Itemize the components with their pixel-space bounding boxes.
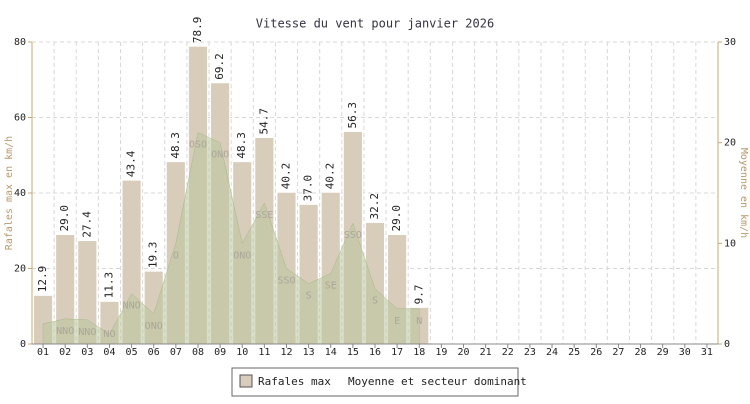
value-label: 27.4 <box>80 211 93 238</box>
sector-label: NO <box>103 329 115 340</box>
legend-box <box>231 367 519 397</box>
value-label: 54.7 <box>257 108 270 135</box>
value-label: 40.2 <box>324 163 337 190</box>
x-tick-label: 31 <box>701 347 713 358</box>
value-label: 37.0 <box>302 175 315 202</box>
sector-label: SSO <box>344 230 362 241</box>
y2-axis-title: Moyenne en km/h <box>738 148 749 238</box>
y2-tick-label: 10 <box>724 238 736 249</box>
x-tick-label: 15 <box>347 347 359 358</box>
sector-label: O <box>173 250 179 261</box>
y-tick-label: 80 <box>14 37 26 48</box>
value-label: 19.3 <box>147 242 160 269</box>
y-tick-label: 60 <box>14 113 26 124</box>
value-label: 9.7 <box>412 285 425 305</box>
x-tick-label: 06 <box>148 347 160 358</box>
x-tick-label: 13 <box>303 347 315 358</box>
y-axis-title: Rafales max en km/h <box>4 136 15 250</box>
x-tick-label: 25 <box>568 347 580 358</box>
x-tick-label: 04 <box>103 347 115 358</box>
value-label: 29.0 <box>390 205 403 232</box>
x-tick-label: 11 <box>258 347 270 358</box>
legend-swatch <box>239 374 253 388</box>
y-tick-label: 20 <box>14 264 26 275</box>
sector-label: S <box>372 296 378 307</box>
x-tick-label: 28 <box>635 347 647 358</box>
sector-label: SSE <box>255 210 273 221</box>
area <box>42 132 420 345</box>
y2-tick-label: 20 <box>724 138 736 149</box>
legend-label: Rafales max <box>258 375 331 388</box>
value-label: 56.3 <box>346 102 359 129</box>
x-tick-label: 14 <box>325 347 337 358</box>
x-tick-label: 09 <box>214 347 226 358</box>
x-tick-label: 12 <box>280 347 292 358</box>
value-label: 11.3 <box>102 272 115 299</box>
value-label: 32.2 <box>368 193 381 220</box>
sector-label: NNO <box>78 327 96 338</box>
x-tick-label: 02 <box>59 347 71 358</box>
x-tick-label: 22 <box>502 347 514 358</box>
x-tick-label: 16 <box>369 347 381 358</box>
legend-label: Moyenne et secteur dominant <box>348 375 527 388</box>
value-label: 48.3 <box>169 132 182 159</box>
y-tick-label: 40 <box>14 188 26 199</box>
sector-label: ONO <box>145 321 163 332</box>
y2-tick-label: 0 <box>724 339 730 350</box>
sector-label: S <box>306 291 312 302</box>
x-tick-label: 30 <box>679 347 691 358</box>
sector-label: NNO <box>123 301 141 312</box>
x-tick-label: 18 <box>413 347 425 358</box>
y2-tick-label: 30 <box>724 37 736 48</box>
sector-label: ONO <box>211 150 229 161</box>
x-tick-label: 21 <box>480 347 492 358</box>
x-tick-label: 27 <box>612 347 624 358</box>
sector-label: NNO <box>56 326 74 337</box>
value-label: 78.9 <box>191 17 204 44</box>
sector-label: SSO <box>277 276 295 287</box>
sector-label: OSO <box>189 140 207 151</box>
x-tick-label: 05 <box>126 347 138 358</box>
sector-label: SE <box>325 281 337 292</box>
value-label: 43.4 <box>125 150 138 177</box>
value-label: 12.9 <box>36 266 49 293</box>
sector-label: E <box>394 316 400 327</box>
x-tick-label: 10 <box>236 347 248 358</box>
x-tick-label: 07 <box>170 347 182 358</box>
x-tick-label: 20 <box>457 347 469 358</box>
x-tick-label: 03 <box>81 347 93 358</box>
x-tick-label: 29 <box>657 347 669 358</box>
y-tick-label: 0 <box>20 339 26 350</box>
x-tick-label: 26 <box>590 347 602 358</box>
value-label: 69.2 <box>213 53 226 80</box>
value-label: 40.2 <box>279 163 292 190</box>
value-label: 48.3 <box>235 132 248 159</box>
x-tick-label: 01 <box>37 347 49 358</box>
value-label: 29.0 <box>58 205 71 232</box>
x-tick-label: 19 <box>435 347 447 358</box>
x-tick-label: 08 <box>192 347 204 358</box>
x-tick-label: 17 <box>391 347 403 358</box>
x-tick-label: 24 <box>546 347 558 358</box>
sector-label: N <box>416 316 422 327</box>
chart-title: Vitesse du vent pour janvier 2026 <box>256 17 494 31</box>
sector-label: ONO <box>233 250 251 261</box>
x-tick-label: 23 <box>524 347 536 358</box>
